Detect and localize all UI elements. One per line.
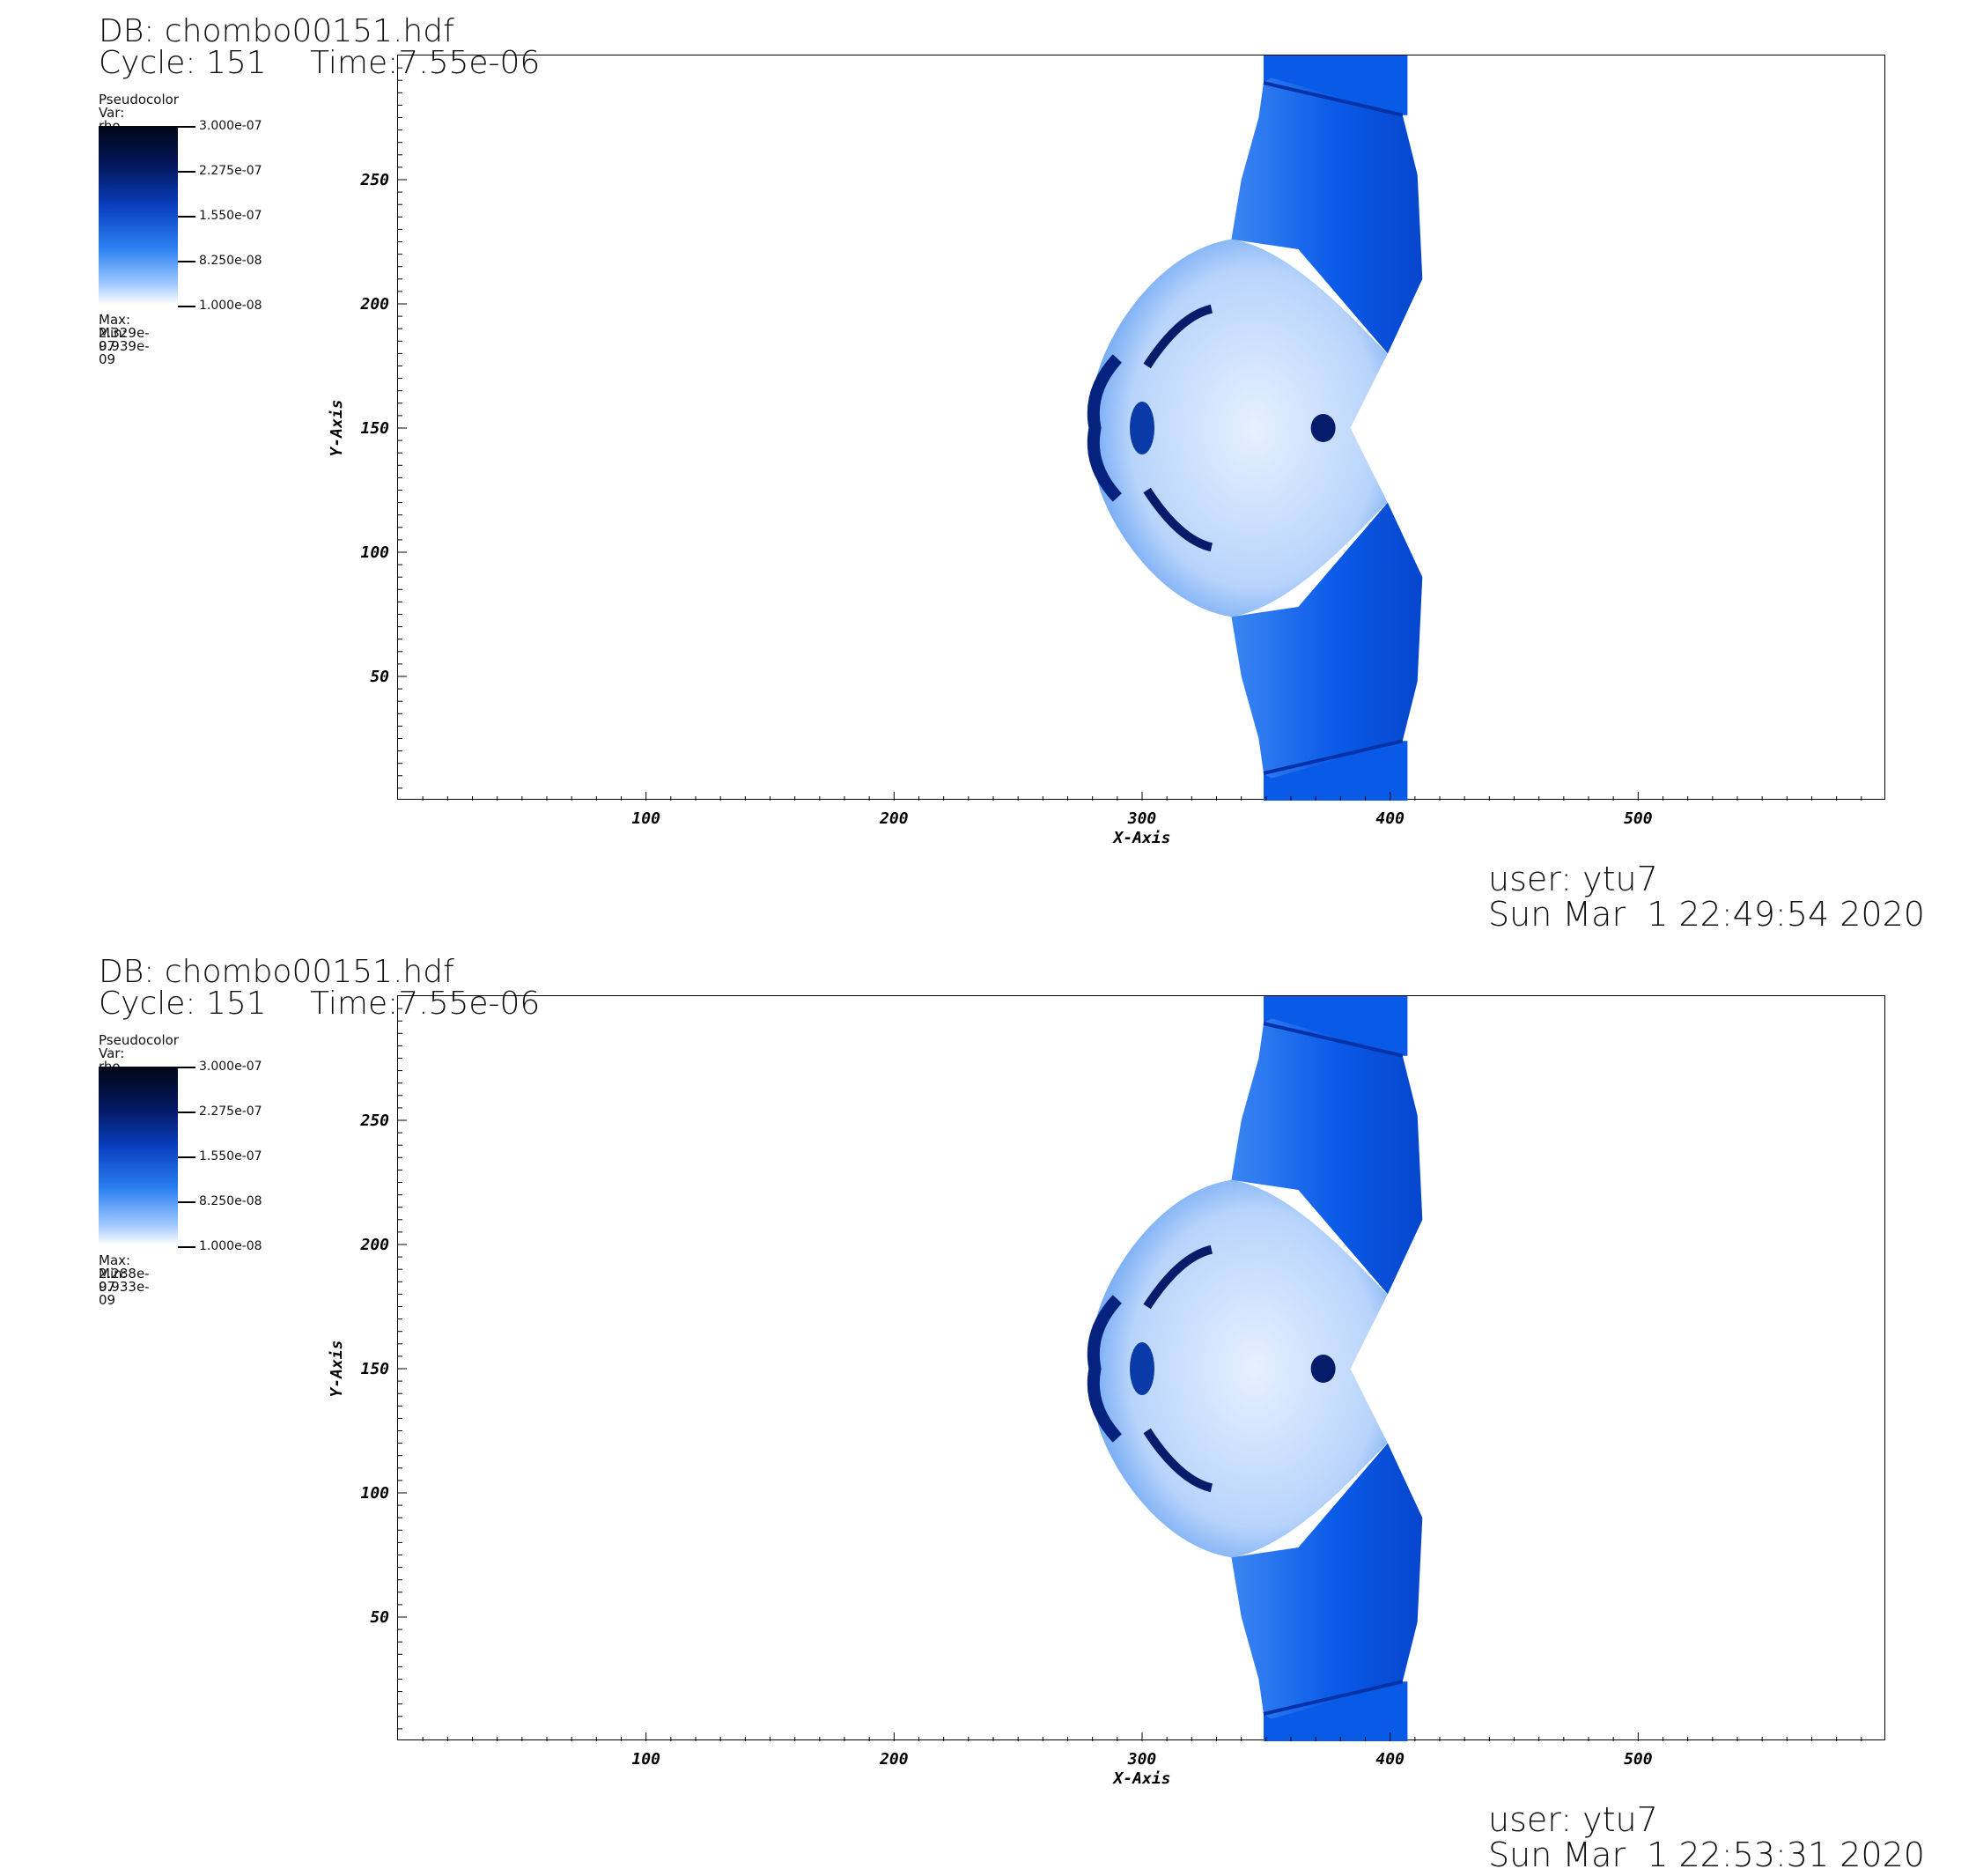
upper-lobe bbox=[1231, 78, 1423, 354]
central-bubble bbox=[1091, 239, 1388, 617]
cycle-label: Cycle: 151 bbox=[99, 45, 267, 81]
y-tick-label: 200 bbox=[359, 1236, 389, 1254]
y-tick-label: 50 bbox=[370, 668, 389, 686]
date-label: Sun Mar 1 22:53:31 2020 bbox=[1488, 1835, 1925, 1874]
time-label: Time:7.55e-06 bbox=[310, 986, 541, 1022]
lower-lobe bbox=[1231, 502, 1423, 779]
x-tick-label: 100 bbox=[631, 1750, 660, 1769]
right-dense-knot bbox=[1310, 414, 1336, 442]
colorbar-tick: 8.250e-08 bbox=[178, 1195, 294, 1208]
colorbar bbox=[99, 1067, 178, 1245]
colorbar-tick: 8.250e-08 bbox=[178, 255, 294, 268]
lower-filament bbox=[1143, 1428, 1213, 1493]
plot-area: 100 200 300 400 500 50 100 150 200 250 X-Axis Y-Axi… bbox=[328, 995, 1885, 1788]
x-tick-label: 200 bbox=[879, 1750, 909, 1769]
y-tick-label: 100 bbox=[360, 543, 389, 562]
x-tick-label: 500 bbox=[1624, 809, 1653, 828]
y-tick-label: 150 bbox=[360, 419, 389, 438]
y-axis-label: Y-Axis bbox=[328, 1340, 346, 1397]
density-field bbox=[1087, 996, 1423, 1741]
legend-max: Max: 2.288e-07 bbox=[99, 1252, 150, 1295]
upper-lobe bbox=[1231, 1018, 1423, 1295]
right-dense-knot bbox=[1310, 1355, 1336, 1383]
user-label: user: ytu7 bbox=[1488, 1800, 1658, 1839]
x-tick-label: 300 bbox=[1127, 1750, 1157, 1769]
db-title: DB: chombo00151.hdf bbox=[99, 13, 454, 49]
colorbar-tick: 1.550e-07 bbox=[178, 1150, 294, 1163]
x-tick-label: 200 bbox=[879, 809, 909, 828]
y-tick-label: 250 bbox=[359, 171, 389, 189]
colorbar-tick: 1.550e-07 bbox=[178, 210, 294, 223]
lower-front bbox=[1263, 739, 1404, 775]
date-label: Sun Mar 1 22:49:54 2020 bbox=[1488, 895, 1925, 934]
lower-lobe bbox=[1231, 1443, 1423, 1719]
legend-max: Max: 2.329e-07 bbox=[99, 312, 150, 354]
x-tick-label: 500 bbox=[1624, 1750, 1653, 1769]
left-dense-knot bbox=[1130, 1342, 1154, 1395]
density-field bbox=[1087, 55, 1423, 801]
legend-title: Pseudocolor bbox=[99, 92, 179, 107]
colorbar-tick: 3.000e-07 bbox=[178, 120, 294, 133]
axes: 100 200 300 400 500 50 100 150 200 250 X-Axis Y-Axi… bbox=[328, 67, 1862, 847]
visit-panel-1: DB: chombo00151.hdf Cycle: 151 Time:7.55… bbox=[0, 0, 1976, 935]
legend-min: Min: 9.933e-09 bbox=[99, 1266, 150, 1308]
y-tick-label: 100 bbox=[360, 1484, 389, 1503]
y-tick-label: 250 bbox=[359, 1112, 389, 1130]
colorbar bbox=[99, 126, 178, 305]
left-dense-knot bbox=[1130, 402, 1154, 454]
y-axis-label: Y-Axis bbox=[328, 399, 346, 456]
upper-filament bbox=[1143, 304, 1213, 369]
colorbar-tick: 3.000e-07 bbox=[178, 1060, 294, 1074]
x-axis-label: X-Axis bbox=[1111, 829, 1170, 847]
left-shock-shell bbox=[1087, 354, 1123, 502]
central-bubble bbox=[1091, 1179, 1388, 1558]
y-tick-label: 50 bbox=[370, 1608, 389, 1627]
axes: 100 200 300 400 500 50 100 150 200 250 X-Axis Y-Axi… bbox=[328, 1008, 1862, 1788]
x-tick-label: 100 bbox=[631, 809, 660, 828]
lower-filament bbox=[1143, 487, 1213, 552]
upper-front bbox=[1263, 1022, 1404, 1058]
y-tick-label: 150 bbox=[360, 1360, 389, 1378]
left-shock-shell bbox=[1087, 1295, 1123, 1443]
upper-front bbox=[1263, 81, 1404, 117]
plot-area: 100 200 300 400 500 50 100 150 200 250 X-Axis Y-Axi… bbox=[328, 55, 1885, 847]
colorbar-tick: 1.000e-08 bbox=[178, 1240, 294, 1253]
x-tick-label: 400 bbox=[1375, 1750, 1405, 1769]
time-label: Time:7.55e-06 bbox=[310, 45, 541, 81]
x-axis-label: X-Axis bbox=[1111, 1769, 1170, 1788]
colorbar-tick: 2.275e-07 bbox=[178, 1105, 294, 1119]
legend-title: Pseudocolor bbox=[99, 1032, 179, 1048]
colorbar-tick: 1.000e-08 bbox=[178, 299, 294, 313]
cycle-label: Cycle: 151 bbox=[99, 986, 267, 1022]
colorbar-tick: 2.275e-07 bbox=[178, 165, 294, 178]
visit-panel-2: DB: chombo00151.hdf Cycle: 151 Time:7.55… bbox=[0, 941, 1976, 1876]
x-tick-label: 300 bbox=[1127, 809, 1157, 828]
db-title: DB: chombo00151.hdf bbox=[99, 954, 454, 990]
x-tick-label: 400 bbox=[1375, 809, 1405, 828]
y-tick-label: 200 bbox=[359, 295, 389, 314]
user-label: user: ytu7 bbox=[1488, 860, 1658, 898]
legend-min: Min: 9.939e-09 bbox=[99, 325, 150, 367]
lower-front bbox=[1263, 1680, 1404, 1716]
upper-filament bbox=[1143, 1245, 1213, 1310]
